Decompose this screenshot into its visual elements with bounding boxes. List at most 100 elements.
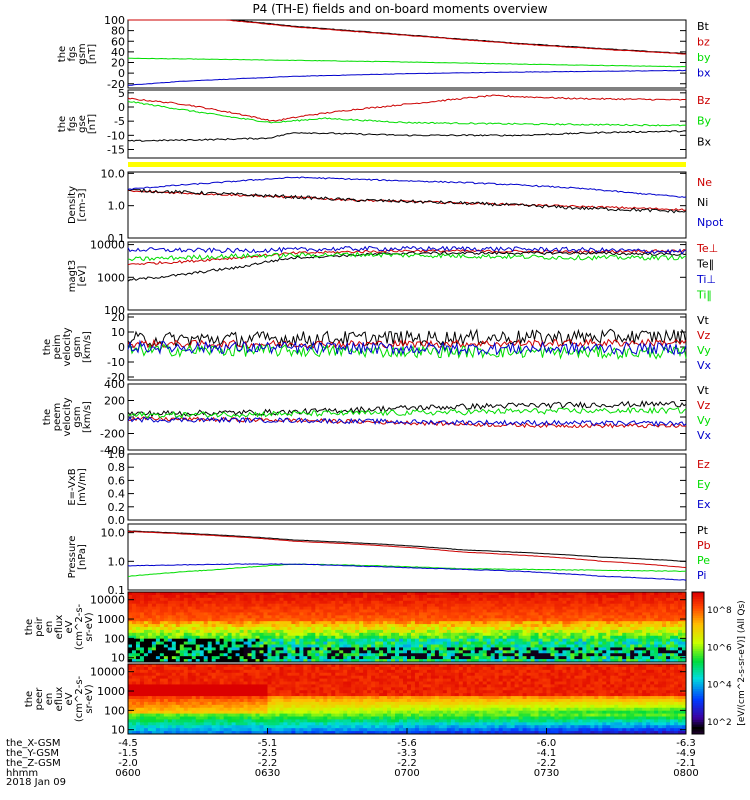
spectrogram-cell xyxy=(319,659,324,663)
spectrogram-cell xyxy=(462,603,468,607)
spectrogram-cell xyxy=(163,710,169,714)
spectrogram-cell xyxy=(426,647,432,651)
spectrogram-cell xyxy=(251,635,256,640)
spectrogram-cell xyxy=(375,635,380,640)
spectrogram-cell xyxy=(530,647,535,651)
spectrogram-cell xyxy=(506,612,512,616)
spectrogram-cell xyxy=(426,603,432,607)
spectrogram-cell xyxy=(510,627,516,631)
spectrogram-cell xyxy=(291,666,296,671)
spectrogram-cell xyxy=(446,618,452,622)
spectrogram-cell xyxy=(586,653,591,657)
spectrogram-cell xyxy=(534,659,539,663)
spectrogram-cell xyxy=(259,699,264,703)
spectrogram-cell xyxy=(219,701,225,706)
legend-Vt: Vt xyxy=(697,314,710,327)
spectrogram-cell xyxy=(223,722,229,726)
spectrogram-cell xyxy=(327,722,332,726)
spectrogram-cell xyxy=(271,621,276,625)
spectrogram-cell xyxy=(275,699,280,703)
spectrogram-cell xyxy=(207,606,213,610)
spectrogram-cell xyxy=(458,653,464,657)
spectrogram-cell xyxy=(191,725,197,729)
spectrogram-cell xyxy=(347,704,352,709)
spectrogram-cell xyxy=(650,624,655,628)
spectrogram-cell xyxy=(271,684,276,688)
spectrogram-cell xyxy=(163,713,169,717)
spectrogram-cell xyxy=(255,687,260,691)
spectrogram-cell xyxy=(143,597,149,602)
spectrogram-cell xyxy=(494,615,500,619)
spectrogram-cell xyxy=(618,618,623,622)
spectrogram-cell xyxy=(554,597,559,602)
spectrogram-cell xyxy=(359,597,364,602)
spectrogram-cell xyxy=(590,647,595,651)
spectrogram-cell xyxy=(199,618,205,622)
spectrogram-cell xyxy=(450,624,456,628)
spectrogram-cell xyxy=(418,629,424,634)
spectrogram-cell xyxy=(518,635,523,640)
spectrogram-cell xyxy=(203,678,209,682)
spectrogram-cell xyxy=(171,678,177,682)
spectrogram-cell xyxy=(666,609,671,613)
spectrogram-cell xyxy=(327,666,332,671)
spectrogram-cell xyxy=(223,713,229,717)
spectrogram-cell xyxy=(295,707,300,712)
spectrogram-cell xyxy=(159,632,165,637)
spectrogram-cell xyxy=(179,666,185,671)
y-axis-label: gsm xyxy=(72,406,83,427)
spectrogram-cell xyxy=(558,638,563,642)
spectrogram-cell xyxy=(271,675,276,679)
spectrogram-cell xyxy=(602,635,607,640)
spectrogram-cell xyxy=(470,618,476,622)
spectrogram-cell xyxy=(343,701,348,706)
spectrogram-cell xyxy=(606,624,611,628)
spectrogram-cell xyxy=(426,641,432,645)
spectrogram-cell xyxy=(610,609,615,613)
spectrogram-cell xyxy=(367,618,372,622)
spectrogram-cell xyxy=(486,624,492,628)
spectrogram-cell xyxy=(650,647,655,651)
spectrogram-cell xyxy=(351,701,356,706)
spectrogram-cell xyxy=(187,728,193,732)
spectrogram-cell xyxy=(171,621,177,625)
spectrogram-cell xyxy=(291,603,296,607)
spectrogram-cell xyxy=(355,615,360,619)
spectrogram-cell xyxy=(355,693,360,697)
spectrogram-cell xyxy=(267,615,272,619)
spectrogram-cell xyxy=(478,618,484,622)
spectrogram-cell xyxy=(387,624,392,628)
spectrogram-cell xyxy=(283,609,288,613)
spectrogram-cell xyxy=(171,690,177,694)
spectrogram-cell xyxy=(263,641,268,645)
spectrogram-cell xyxy=(207,600,213,605)
spectrogram-cell xyxy=(422,612,428,616)
spectrogram-cell xyxy=(347,656,352,660)
spectrogram-cell xyxy=(303,707,308,712)
spectrogram-cell xyxy=(303,600,308,605)
spectrogram-cell xyxy=(410,632,416,637)
spectrogram-cell xyxy=(243,647,248,651)
spectrogram-cell xyxy=(171,659,177,663)
spectrogram-cell xyxy=(267,669,272,674)
spectrogram-cell xyxy=(247,653,252,657)
spectrogram-cell xyxy=(163,731,169,735)
spectrogram-cell xyxy=(606,600,611,605)
spectrogram-cell xyxy=(267,678,272,682)
spectrogram-cell xyxy=(235,722,240,726)
y-tick-label: 0.1 xyxy=(108,584,126,597)
spectrogram-cell xyxy=(207,699,213,703)
spectrogram-cell xyxy=(351,722,356,726)
spectrogram-cell xyxy=(139,725,145,729)
spectrogram-cell xyxy=(670,606,675,610)
spectrogram-cell xyxy=(287,609,292,613)
series-line-by xyxy=(127,57,686,68)
spectrogram-cell xyxy=(283,713,288,717)
spectrogram-cell xyxy=(323,627,328,631)
spectrogram-cell xyxy=(239,699,244,703)
spectrogram-cell xyxy=(466,659,472,663)
spectrogram-cell xyxy=(638,594,643,599)
spectrogram-cell xyxy=(546,644,551,648)
spectrogram-cell xyxy=(554,629,559,634)
spectrogram-cell xyxy=(167,669,173,674)
